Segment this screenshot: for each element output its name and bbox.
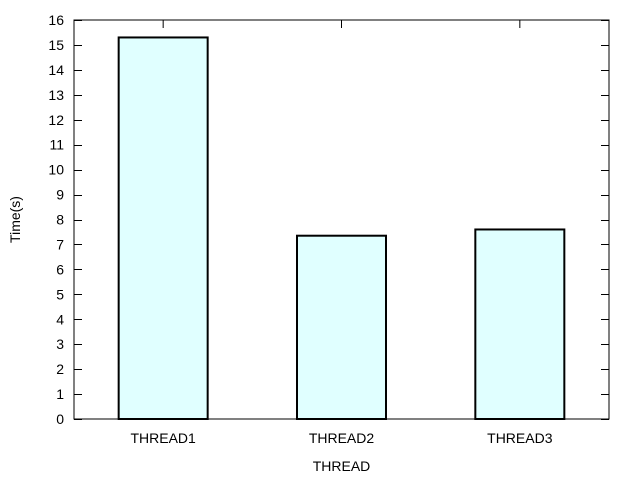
x-tick-label: THREAD1 (130, 430, 196, 446)
x-tick-label: THREAD2 (309, 430, 375, 446)
bars (117, 36, 566, 421)
y-tick-label: 11 (49, 137, 64, 153)
bar-thread2 (296, 234, 387, 420)
y-tick-label: 2 (56, 361, 64, 377)
bar-thread1 (117, 36, 209, 421)
y-tick-label: 13 (48, 87, 64, 103)
y-tick-label: 3 (56, 336, 64, 352)
x-axis-label: THREAD (313, 458, 371, 474)
plot-frame (73, 19, 610, 420)
x-tick-label: THREAD3 (487, 430, 553, 446)
y-tick-label: 8 (56, 212, 64, 228)
y-axis-label: Time(s) (7, 196, 23, 243)
bar-thread3 (474, 228, 566, 420)
y-tick-label: 15 (48, 37, 64, 53)
y-tick-label: 1 (56, 386, 64, 402)
x-tick-labels: THREAD1 THREAD2 THREAD3 (130, 430, 552, 446)
y-tick-label: 4 (56, 311, 64, 327)
y-tick-label: 12 (48, 112, 64, 128)
y-tick-label: 6 (56, 261, 64, 277)
y-tick-label: 0 (56, 411, 64, 427)
y-tick-label: 7 (56, 236, 64, 252)
y-tick-label: 16 (48, 12, 64, 28)
y-tick-label: 14 (48, 62, 64, 78)
y-tick-label: 10 (48, 162, 64, 178)
y-tick-label: 9 (56, 187, 64, 203)
y-tick-label: 5 (56, 286, 64, 302)
